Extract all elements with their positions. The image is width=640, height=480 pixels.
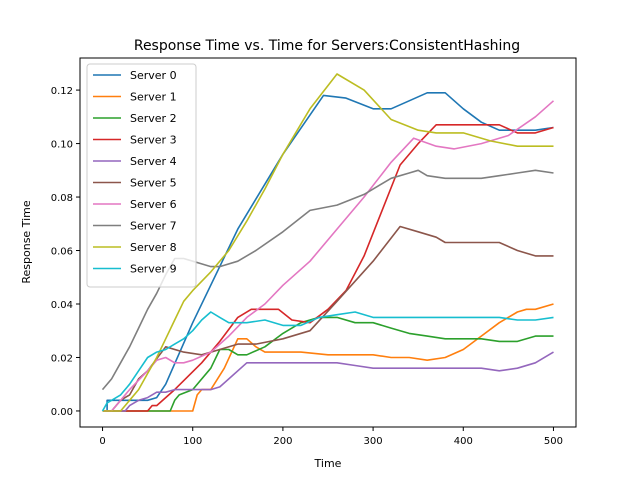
x-tick-label: 400 xyxy=(454,436,473,447)
series-line-1 xyxy=(102,303,554,412)
y-tick-label: 0.02 xyxy=(51,353,73,364)
legend-entry: Server 4 xyxy=(130,155,177,168)
x-axis: 0 100 200 300 400 500 xyxy=(99,427,563,447)
y-tick-label: 0.12 xyxy=(51,86,73,97)
legend-entry: Server 2 xyxy=(130,112,177,125)
legend-entry: Server 1 xyxy=(130,91,177,104)
series-line-6 xyxy=(102,100,555,412)
x-tick-label: 100 xyxy=(183,436,202,447)
x-tick-label: 0 xyxy=(99,436,105,447)
y-tick-label: 0.04 xyxy=(51,300,73,311)
legend-entry: Server 8 xyxy=(130,241,177,254)
series-line-7 xyxy=(101,169,554,391)
legend-entry: Server 7 xyxy=(130,220,177,233)
series-line-2 xyxy=(102,316,554,412)
y-tick-label: 0.06 xyxy=(51,247,73,258)
y-tick-label: 0.10 xyxy=(51,140,73,151)
series-line-4 xyxy=(102,351,554,412)
series-line-0 xyxy=(102,92,554,412)
legend-entry: Server 5 xyxy=(130,177,177,190)
x-axis-label: Time xyxy=(314,457,342,470)
legend-entry: Server 6 xyxy=(130,198,177,211)
series-line-8 xyxy=(102,73,554,412)
x-tick-label: 300 xyxy=(364,436,383,447)
legend-box xyxy=(86,63,197,288)
x-tick-label: 200 xyxy=(273,436,292,447)
chart-title: Response Time vs. Time for Servers:Consi… xyxy=(134,38,520,54)
x-tick-label: 500 xyxy=(544,436,563,447)
y-axis-label: Response Time xyxy=(20,200,33,283)
axes-frame xyxy=(79,57,577,428)
series-lines xyxy=(101,73,555,412)
series-line-9 xyxy=(101,311,554,412)
y-axis: 0.00 0.02 0.04 0.06 0.08 0.10 0.12 xyxy=(51,86,80,418)
legend-entry: Server 0 xyxy=(130,69,177,82)
y-tick-label: 0.00 xyxy=(51,407,73,418)
y-tick-label: 0.08 xyxy=(51,193,73,204)
legend: Server 0 Server 1 Server 2 Server 3 Server 4… xyxy=(86,63,197,288)
legend-entry: Server 9 xyxy=(130,263,177,276)
legend-entry: Server 3 xyxy=(130,134,177,147)
series-line-3 xyxy=(102,124,554,412)
